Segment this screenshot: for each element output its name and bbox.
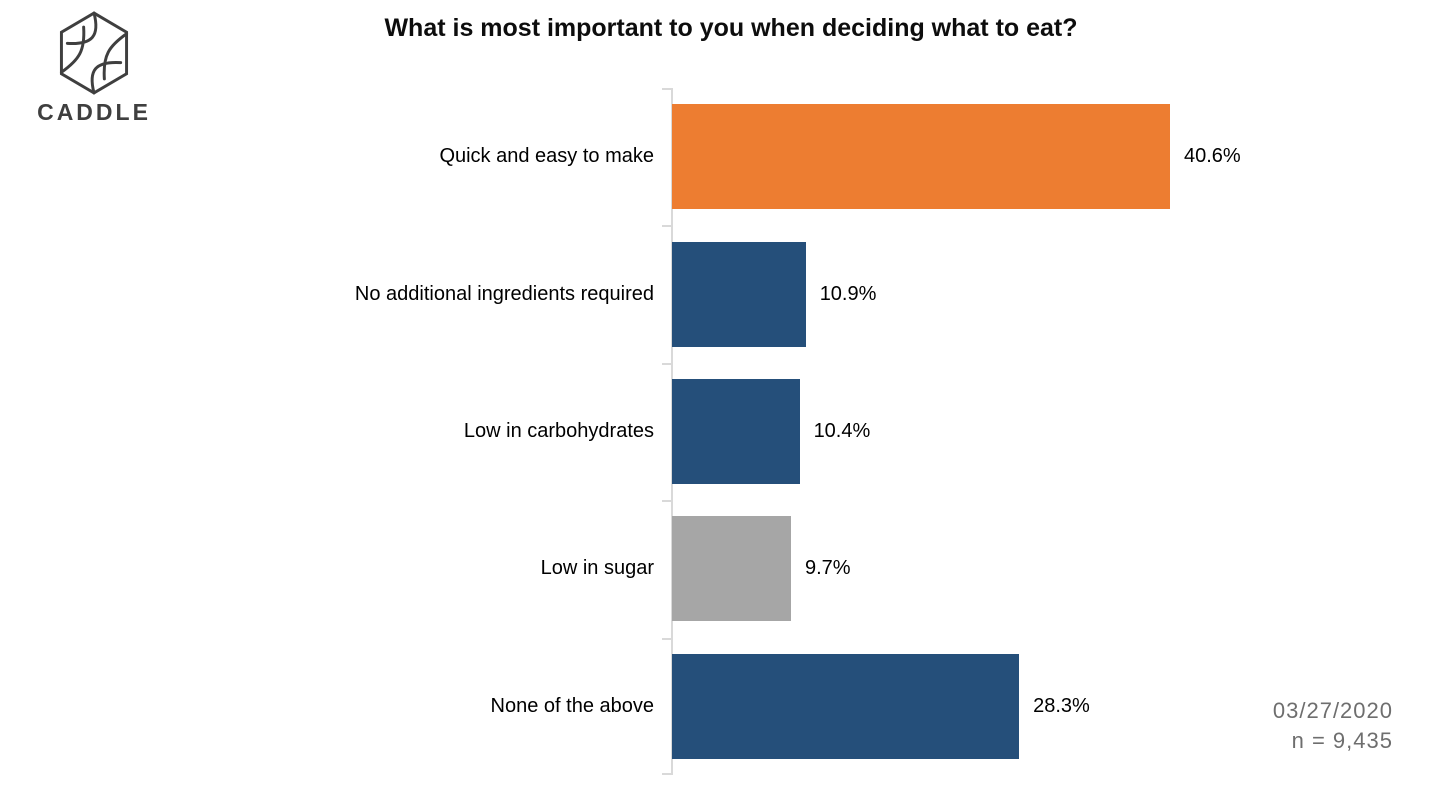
- bar: [672, 104, 1170, 210]
- axis-tick: [662, 773, 671, 775]
- axis-tick: [662, 225, 671, 227]
- bar: [672, 241, 806, 347]
- bar: [672, 516, 791, 622]
- logo-wordmark: CADDLE: [37, 99, 151, 125]
- chart-title: What is most important to you when decid…: [384, 14, 1078, 42]
- bar: [672, 653, 1020, 759]
- axis-tick: [662, 363, 671, 365]
- bar: [672, 379, 800, 485]
- category-label: None of the above: [490, 694, 654, 717]
- report-date: 03/27/2020: [1272, 698, 1393, 723]
- axis-tick: [662, 638, 671, 640]
- chart-row: Low in carbohydrates 10.4%: [0, 363, 1430, 500]
- axis-tick: [662, 500, 671, 502]
- chart-row: None of the above 28.3%: [0, 638, 1430, 775]
- category-label: Low in carbohydrates: [463, 420, 654, 443]
- chart-footer: 03/27/2020 n = 9,435: [1273, 696, 1393, 755]
- bar-chart: Quick and easy to make 40.6% No additional…: [0, 88, 1430, 775]
- sample-size: n = 9,435: [1291, 727, 1393, 753]
- value-label: 9.7%: [804, 557, 851, 580]
- category-label: No additional ingredients required: [354, 282, 654, 305]
- chart-row: Low in sugar 9.7%: [0, 500, 1430, 637]
- axis-tick: [662, 88, 671, 90]
- value-label: 40.6%: [1184, 145, 1241, 168]
- value-label: 28.3%: [1033, 694, 1090, 717]
- chart-row: Quick and easy to make 40.6%: [0, 88, 1430, 225]
- value-label: 10.9%: [819, 282, 877, 305]
- caddle-hexagon-knot-icon: [30, 10, 158, 96]
- chart-row: No additional ingredients required 10.9%: [0, 225, 1430, 362]
- category-label: Low in sugar: [540, 557, 654, 580]
- bar-chart-rows: Quick and easy to make 40.6% No additional…: [0, 88, 1430, 775]
- category-label: Quick and easy to make: [439, 145, 654, 168]
- value-label: 10.4%: [813, 420, 871, 443]
- caddle-logo: CADDLE: [30, 10, 158, 126]
